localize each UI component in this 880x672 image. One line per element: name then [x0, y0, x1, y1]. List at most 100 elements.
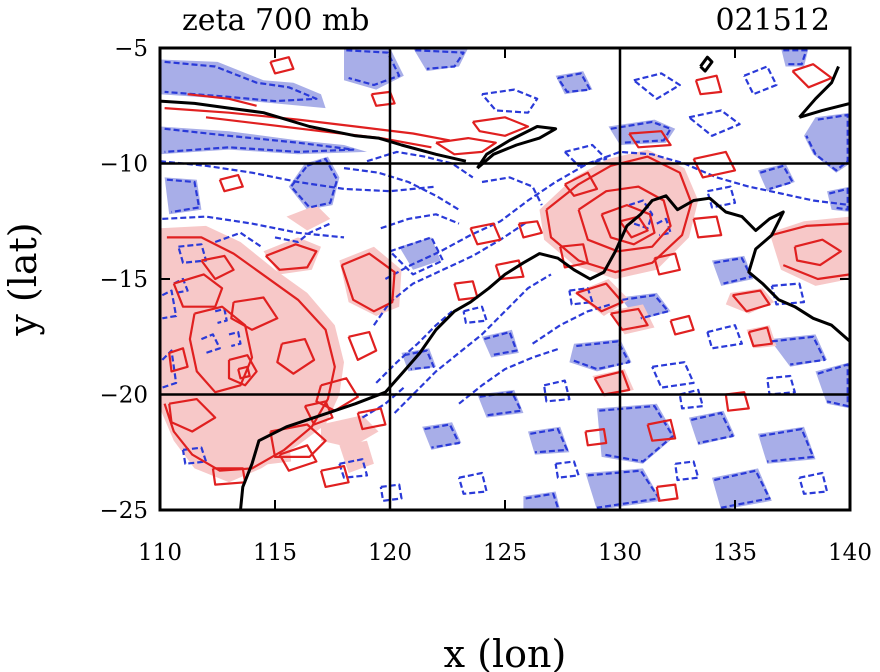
negative-region	[164, 177, 202, 215]
coastline-segment	[476, 125, 558, 170]
positive-contour	[471, 116, 530, 137]
negative-contour	[530, 428, 569, 454]
negative-region	[477, 389, 524, 418]
positive-contour	[172, 273, 224, 308]
negative-contour	[343, 167, 460, 211]
positive-contour	[517, 220, 543, 239]
coastline-segment	[798, 65, 840, 119]
negative-contour	[568, 287, 594, 306]
positive-contour	[782, 264, 850, 281]
positive-contour	[163, 236, 336, 472]
negative-contour	[462, 305, 488, 324]
positive-contour	[545, 155, 693, 274]
coastline-segment	[160, 99, 467, 163]
negative-contour	[415, 49, 465, 70]
x-tick-label: 110	[138, 540, 182, 566]
x-tick-label: 130	[598, 540, 642, 566]
negative-contour	[587, 469, 661, 509]
negative-contour	[633, 72, 681, 100]
positive-contour	[619, 215, 649, 239]
negative-region	[781, 48, 809, 67]
negative-contour	[338, 458, 369, 479]
positive-contour	[188, 305, 254, 394]
y-tick-label: −5	[114, 36, 148, 62]
positive-contour	[694, 74, 723, 96]
positive-contour	[278, 444, 318, 472]
negative-contour	[771, 335, 826, 366]
negative-region	[804, 112, 850, 173]
positive-contour	[347, 331, 378, 361]
x-tick-labels: 110 115 120 125 130 135 140	[138, 540, 872, 566]
negative-contour	[160, 160, 437, 193]
positive-contour	[609, 307, 649, 331]
coastline-segment	[798, 101, 850, 119]
positive-contour	[563, 171, 599, 197]
positive-contour	[628, 130, 672, 149]
negative-contour	[164, 127, 355, 153]
negative-contour	[389, 236, 444, 276]
negative-region	[758, 426, 816, 464]
negative-region	[482, 329, 519, 358]
positive-contour	[494, 259, 525, 281]
positive-contour	[187, 93, 257, 107]
positive-region	[339, 246, 402, 316]
positive-contour	[692, 215, 723, 239]
negative-contour	[181, 446, 208, 465]
negative-contour	[599, 405, 674, 463]
negative-contour	[610, 120, 672, 144]
positive-contour	[646, 418, 677, 442]
negative-contour	[481, 176, 543, 206]
negative-contour	[228, 331, 242, 348]
positive-region	[286, 205, 331, 231]
negative-contour	[564, 143, 608, 167]
x-tick-label: 135	[713, 540, 757, 566]
negative-contour	[817, 363, 849, 408]
positive-contour	[653, 252, 681, 276]
plot-area	[160, 48, 850, 510]
negative-contour	[628, 199, 654, 230]
positive-region	[238, 436, 292, 467]
negative-contour	[688, 109, 741, 137]
positive-contour	[469, 222, 502, 246]
positive-contour	[655, 483, 679, 502]
negative-contour	[571, 340, 631, 371]
positive-contour	[575, 282, 624, 313]
y-tick-label: −20	[99, 383, 148, 409]
positive-contour	[584, 428, 608, 447]
negative-contour	[554, 460, 580, 479]
positive-contour	[793, 238, 842, 267]
positive-contour	[168, 398, 217, 433]
negative-region	[288, 156, 340, 210]
negative-contour	[805, 113, 849, 172]
negative-region	[815, 362, 850, 409]
positive-contour	[692, 150, 737, 179]
negative-contour	[161, 349, 178, 389]
negative-contour	[166, 178, 201, 214]
positive-contour	[237, 365, 251, 380]
positive-contour	[276, 338, 316, 375]
positive-region	[263, 237, 321, 275]
negative-contour	[214, 307, 228, 324]
negative-contour	[366, 150, 474, 179]
x-tick-label: 140	[828, 540, 872, 566]
y-tick-label: −25	[99, 498, 148, 524]
y-tick-label: −10	[99, 152, 148, 178]
negative-contour	[403, 349, 435, 371]
negative-contour	[706, 185, 737, 209]
positive-contour	[791, 63, 833, 89]
negative-contour	[424, 423, 461, 449]
negative-contour	[290, 157, 339, 209]
negative-contour	[706, 324, 743, 350]
negative-contour	[484, 331, 518, 357]
positive-contour	[724, 391, 750, 412]
negative-contour	[714, 469, 771, 509]
negative-contour	[380, 213, 460, 230]
negative-region	[569, 339, 632, 372]
negative-contour	[543, 379, 571, 403]
negative-contour	[379, 483, 403, 502]
positive-contour	[164, 107, 451, 142]
negative-contour	[622, 294, 670, 320]
negative-region	[769, 334, 827, 367]
negative-contour	[674, 460, 700, 482]
positive-contour	[356, 407, 387, 431]
